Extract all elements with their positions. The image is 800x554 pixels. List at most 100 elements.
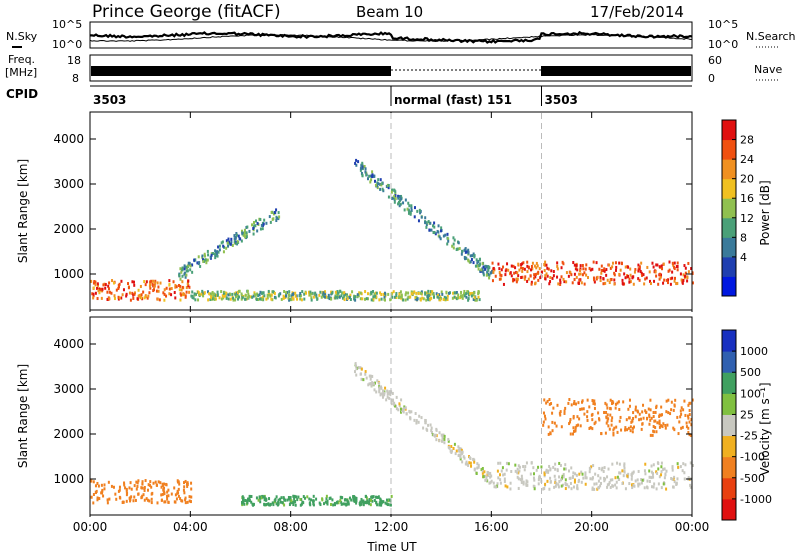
- data-cell: [595, 261, 598, 265]
- data-cell: [605, 421, 608, 425]
- data-cell: [539, 276, 542, 280]
- data-cell: [371, 495, 374, 499]
- data-cell: [565, 280, 568, 284]
- data-cell: [640, 271, 643, 275]
- data-cell: [165, 482, 168, 486]
- data-cell: [279, 500, 282, 504]
- data-cell: [336, 290, 339, 294]
- data-cell: [551, 411, 554, 415]
- data-cell: [526, 279, 529, 283]
- data-cell: [420, 291, 423, 295]
- data-cell: [332, 503, 335, 507]
- data-cell: [256, 221, 259, 225]
- data-cell: [357, 294, 360, 298]
- colorbar-tick-label: 16: [740, 192, 754, 205]
- data-cell: [174, 500, 177, 504]
- data-cell: [433, 295, 436, 299]
- data-cell: [241, 495, 244, 499]
- data-cell: [353, 499, 356, 503]
- data-cell: [467, 293, 470, 297]
- data-cell: [473, 460, 476, 464]
- data-cell: [156, 297, 159, 301]
- data-cell: [429, 423, 432, 427]
- data-cell: [355, 158, 358, 162]
- data-cell: [366, 292, 369, 296]
- data-cell: [686, 414, 689, 418]
- data-cell: [409, 211, 412, 215]
- date-title: 17/Feb/2014: [590, 3, 684, 21]
- data-cell: [592, 464, 595, 468]
- data-cell: [252, 227, 255, 231]
- data-cell: [543, 486, 546, 490]
- data-cell: [640, 478, 643, 482]
- colorbar-tick-label: -1000: [740, 493, 772, 506]
- data-cell: [227, 293, 230, 297]
- data-cell: [130, 495, 133, 499]
- data-cell: [364, 297, 367, 301]
- data-cell: [630, 420, 633, 424]
- data-cell: [393, 194, 396, 198]
- data-cell: [581, 472, 584, 476]
- data-cell: [354, 364, 357, 368]
- data-cell: [649, 418, 652, 422]
- data-cell: [144, 283, 147, 287]
- data-cell: [464, 247, 467, 251]
- data-cell: [438, 439, 441, 443]
- colorbar-swatch: [722, 237, 736, 258]
- data-cell: [129, 481, 132, 485]
- data-cell: [362, 503, 365, 507]
- data-cell: [212, 294, 215, 298]
- data-cell: [616, 461, 619, 465]
- data-cell: [160, 493, 163, 497]
- data-cell: [663, 467, 666, 471]
- data-cell: [221, 240, 224, 244]
- data-cell: [358, 291, 361, 295]
- data-cell: [243, 231, 246, 235]
- data-cell: [653, 430, 656, 434]
- data-cell: [381, 395, 384, 399]
- data-cell: [586, 410, 589, 414]
- data-cell: [213, 297, 216, 301]
- data-cell: [498, 277, 501, 281]
- data-cell: [250, 495, 253, 499]
- data-cell: [387, 186, 390, 190]
- data-cell: [666, 278, 669, 282]
- noise-left-label: N.Sky: [6, 30, 38, 43]
- data-cell: [638, 278, 641, 282]
- data-cell: [642, 403, 645, 407]
- data-cell: [272, 290, 275, 294]
- data-cell: [681, 281, 684, 285]
- data-cell: [602, 282, 605, 286]
- data-cell: [234, 298, 237, 302]
- data-cell: [381, 181, 384, 185]
- data-cell: [167, 488, 170, 492]
- data-cell: [212, 297, 215, 301]
- data-cell: [533, 478, 536, 482]
- data-cell: [510, 469, 513, 473]
- data-cell: [258, 293, 261, 297]
- data-cell: [664, 472, 667, 476]
- data-cell: [435, 427, 438, 431]
- data-cell: [141, 480, 144, 484]
- data-cell: [96, 286, 99, 290]
- data-cell: [256, 292, 259, 296]
- data-cell: [673, 475, 676, 479]
- data-cell: [458, 447, 461, 451]
- data-cell: [542, 487, 545, 491]
- data-cell: [501, 466, 504, 470]
- data-cell: [452, 236, 455, 240]
- data-cell: [183, 485, 186, 489]
- data-cell: [108, 287, 111, 291]
- data-cell: [472, 252, 475, 256]
- data-cell: [640, 481, 643, 485]
- data-cell: [615, 486, 618, 490]
- data-cell: [355, 163, 358, 167]
- data-cell: [660, 405, 663, 409]
- data-cell: [137, 492, 140, 496]
- data-cell: [368, 174, 371, 178]
- data-cell: [400, 194, 403, 198]
- data-cell: [652, 265, 655, 269]
- data-cell: [96, 481, 99, 485]
- data-cell: [139, 293, 142, 297]
